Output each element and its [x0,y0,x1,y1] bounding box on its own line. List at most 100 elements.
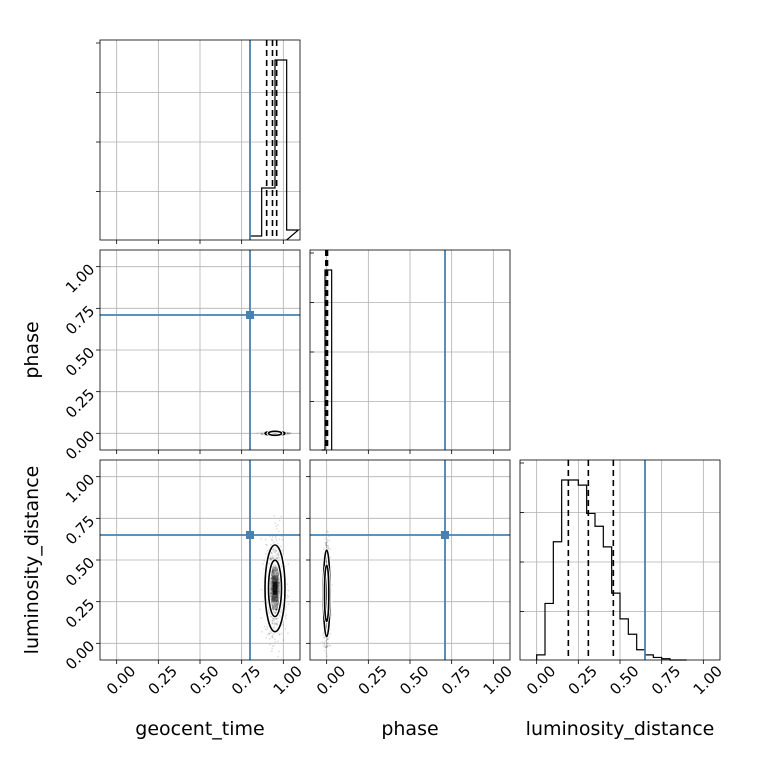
panel-geocent_time-vs-luminosity_distance-sample [276,579,279,582]
panel-geocent_time-vs-luminosity_distance-sample [275,618,278,620]
panel-geocent_time-vs-phase-contour-1 [267,430,283,437]
panel-geocent_time-vs-luminosity_distance-sample [275,609,278,611]
panel-geocent_time-vs-luminosity_distance-sample [277,586,279,589]
panel-geocent_time-vs-luminosity_distance-sample [274,567,276,570]
panel-geocent_time-vs-luminosity_distance-sample [275,608,278,611]
panel-geocent_time-vs-luminosity_distance-sample [272,570,274,573]
panel-phase-vs-luminosity_distance-sample [324,645,326,647]
panel-geocent_time-vs-luminosity_distance-sample [276,603,278,606]
panel-phase-vs-luminosity_distance-sample [329,548,331,551]
panel-geocent_time-vs-luminosity_distance-sample [274,622,277,625]
panel-geocent_time-vs-phase-sample [261,433,264,436]
panel-geocent_time-vs-luminosity_distance-sample [272,548,275,551]
panel-geocent_time-vs-phase-sample [260,433,263,436]
panel-geocent_time-vs-luminosity_distance-sample [278,633,281,636]
panel-phase-vs-luminosity_distance-sample [322,645,325,647]
panel-geocent_time-vs-luminosity_distance-sample [274,577,276,580]
panel-geocent_time-vs-luminosity_distance-sample [277,598,280,601]
panel-geocent_time-vs-luminosity_distance-sample [280,632,283,635]
panel-geocent_time-vs-luminosity_distance-sample [275,596,278,599]
panel-phase-vs-luminosity_distance-sample [325,652,328,655]
panel-geocent_time-vs-luminosity_distance-sample [265,628,267,630]
panel-geocent_time-vs-luminosity_distance-sample [277,592,280,595]
panel-geocent_time-vs-luminosity_distance-sample [272,566,275,569]
panel-geocent_time-vs-luminosity_distance-sample [275,540,278,542]
panel-geocent_time-vs-luminosity_distance-sample [272,576,275,579]
panel-phase-vs-luminosity_distance-sample [327,645,329,648]
panel-geocent_time-vs-luminosity_distance-sample [274,600,277,603]
panel-geocent_time-vs-luminosity_distance-sample [282,639,285,641]
panel-geocent_time-vs-luminosity_distance-sample [276,524,279,526]
panel-geocent_time-vs-luminosity_distance-sample [269,535,272,538]
panel-geocent_time-vs-luminosity_distance-sample [273,515,276,517]
panel-geocent_time-vs-luminosity_distance-sample [266,544,268,547]
panel-geocent_time-vs-luminosity_distance-sample [270,583,273,585]
panel-phase-vs-luminosity_distance-sample [326,655,328,658]
panel-geocent_time-vs-luminosity_distance-sample [270,600,273,603]
panel-phase-vs-luminosity_distance-sample [325,544,327,547]
panel-geocent_time-vs-luminosity_distance-sample [282,624,285,627]
panel-geocent_time-vs-luminosity_distance-sample [277,589,280,592]
panel-geocent_time-vs-luminosity_distance-sample [274,580,277,583]
panel-geocent_time-vs-luminosity_distance-sample [270,555,272,558]
panel-geocent_time-vs-luminosity_distance-sample [277,587,280,590]
panel-geocent_time-vs-luminosity_distance-sample [271,589,273,592]
panel-geocent_time-vs-luminosity_distance-sample [277,576,279,579]
panel-geocent_time-vs-luminosity_distance-sample [281,549,284,552]
panel-geocent_time-vs-luminosity_distance-sample [260,588,263,591]
panel-geocent_time-vs-luminosity_distance-sample [272,606,275,609]
panel-geocent_time-vs-luminosity_distance-sample [271,592,274,595]
panel-geocent_time-vs-luminosity_distance-sample [274,570,276,572]
panel-geocent_time-vs-luminosity_distance-sample [272,595,275,597]
panel-geocent_time-vs-luminosity_distance-sample [276,596,279,599]
panel-geocent_time-vs-luminosity_distance-sample [260,617,263,619]
panel-geocent_time-vs-luminosity_distance-sample [270,581,273,584]
panel-geocent_time-vs-luminosity_distance-sample [272,579,275,581]
panel-geocent_time-vs-luminosity_distance-sample [277,617,279,620]
panel-geocent_time-vs-luminosity_distance-sample [274,618,277,620]
panel-geocent_time-vs-luminosity_distance-sample [263,625,266,628]
panel-geocent_time-vs-luminosity_distance-sample [276,590,279,593]
panel-geocent_time-vs-luminosity_distance-sample [277,553,280,556]
panel-phase-vs-luminosity_distance-sample [324,543,327,546]
panel-geocent_time-vs-luminosity_distance-sample [276,578,279,581]
panel-geocent_time-vs-luminosity_distance-sample [276,595,279,598]
panel-geocent_time-vs-luminosity_distance-sample [270,598,273,601]
panel-geocent_time-vs-luminosity_distance-sample [270,585,273,588]
panel-phase-vs-luminosity_distance-sample [326,645,328,648]
panel-geocent_time-vs-luminosity_distance-sample [272,606,275,609]
panel-geocent_time-vs-luminosity_distance-sample [274,596,277,599]
panel-geocent_time-vs-luminosity_distance-sample [276,606,279,609]
panel-geocent_time-vs-luminosity_distance-sample [274,605,277,608]
panel-geocent_time-vs-luminosity_distance-sample [275,608,278,611]
panel-geocent_time-vs-luminosity_distance-sample [274,565,277,567]
panel-geocent_time-vs-luminosity_distance-sample [268,562,271,565]
panel-geocent_time-vs-luminosity_distance-sample [275,538,278,541]
panel-geocent_time-vs-luminosity_distance-sample [273,598,276,601]
panel-geocent_time-vs-luminosity_distance-sample [291,600,294,603]
panel-geocent_time-vs-luminosity_distance-sample [276,582,279,585]
panel-geocent_time-vs-luminosity_distance-sample [271,620,274,623]
panel-geocent_time-vs-luminosity_distance-contour-0 [264,544,286,633]
ytick-label-phase-1: 0.25 [62,385,98,421]
panel-phase-vs-luminosity_distance-contour-1 [323,564,330,623]
panel-geocent_time-vs-luminosity_distance-sample [277,655,280,658]
xtick-label-luminosity_distance-3: 0.75 [648,662,684,698]
panel-geocent_time-vs-luminosity_distance-sample [287,589,290,592]
panel-geocent_time-vs-luminosity_distance-sample [276,574,279,577]
panel-geocent_time-vs-luminosity_distance-sample [271,570,274,573]
panel-geocent_time-vs-luminosity_distance-sample [276,581,279,584]
panel-geocent_time-vs-luminosity_distance-sample [275,580,278,583]
panel-geocent_time-vs-luminosity_distance-contour-1 [267,559,283,618]
panel-geocent_time-vs-luminosity_distance-sample [268,638,271,640]
panel-geocent_time-vs-luminosity_distance-sample [272,632,275,635]
ytick-label-luminosity_distance-4: 1.00 [62,470,98,506]
panel-geocent_time-vs-luminosity_distance-sample [275,578,278,580]
panel-phase-vs-luminosity_distance-sample [326,638,329,641]
panel-geocent_time-vs-luminosity_distance-sample [269,615,272,618]
panel-geocent_time-vs-phase-sample [286,432,289,434]
panel-phase-vs-luminosity_distance-sample [325,541,328,544]
panel-geocent_time-vs-luminosity_distance-sample [274,552,277,554]
panel-geocent_time-vs-luminosity_distance-sample [272,569,275,572]
